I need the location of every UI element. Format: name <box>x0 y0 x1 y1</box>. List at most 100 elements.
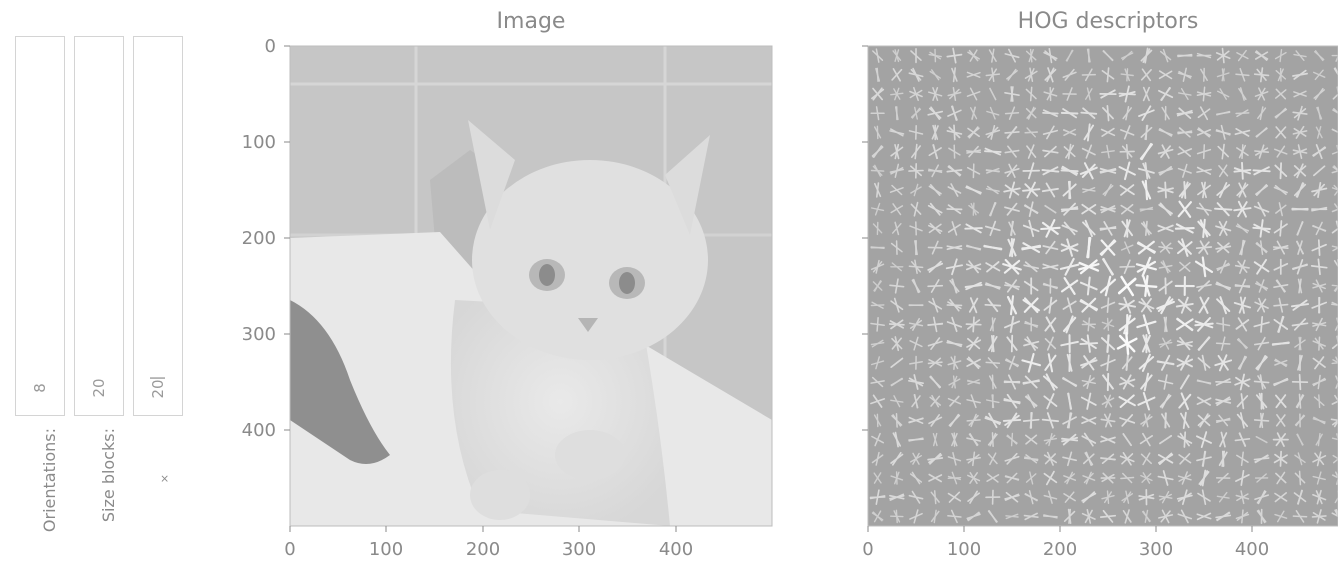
hog-glyph <box>1164 316 1168 333</box>
hog-glyph <box>989 202 996 217</box>
hog-glyph <box>1144 274 1149 298</box>
hog-glyph <box>986 110 1000 116</box>
hog-glyph <box>1215 129 1231 136</box>
hog-glyph <box>1159 166 1172 176</box>
hog-glyph <box>1143 372 1150 392</box>
hog-glyph <box>1197 336 1211 351</box>
hog-glyph <box>1042 263 1059 271</box>
hog-glyph <box>1086 236 1091 259</box>
hog-glyph <box>1332 109 1338 114</box>
hog-glyph <box>1106 67 1110 83</box>
hog-glyph <box>1004 53 1020 59</box>
hog-glyph <box>1157 379 1174 385</box>
hog-glyph <box>1334 394 1338 402</box>
hog-glyph <box>964 227 983 230</box>
hog-glyph <box>1029 67 1034 83</box>
hog-glyph <box>985 361 1001 364</box>
hog-glyph <box>946 245 963 250</box>
hog-glyph <box>1334 189 1338 196</box>
hog-glyph <box>1142 414 1151 427</box>
hog-glyph <box>1178 70 1192 79</box>
hog-glyph <box>1060 279 1079 293</box>
hog-glyph <box>1082 221 1096 236</box>
hog-glyph <box>1177 513 1193 520</box>
hog-glyph <box>931 240 939 255</box>
hog-glyph <box>1312 146 1326 157</box>
hog-glyph <box>966 245 982 250</box>
hog-glyph <box>1100 239 1116 256</box>
hog-glyph <box>1254 51 1269 60</box>
hog-glyph <box>1293 492 1307 503</box>
image-y-tick-0: 0 <box>265 36 276 57</box>
hog-glyph <box>1081 147 1096 156</box>
hog-glyph <box>1081 416 1097 425</box>
hog-glyph <box>894 278 899 294</box>
hog-glyph <box>1045 373 1056 391</box>
hog-glyph <box>1216 281 1231 291</box>
hog-glyph <box>1160 87 1171 101</box>
hog-glyph <box>1158 280 1173 292</box>
hog-glyph <box>1137 167 1155 174</box>
size-blocks-y-input[interactable]: 20 <box>133 36 183 416</box>
hog-glyph <box>1332 166 1338 172</box>
hog-glyph <box>1025 434 1038 445</box>
hog-glyph <box>1197 317 1211 332</box>
hog-glyph <box>912 317 920 331</box>
hog-glyph <box>908 437 924 442</box>
image-title: Image <box>497 9 566 34</box>
hog-glyph <box>1331 512 1338 518</box>
hog-glyph <box>1276 240 1286 255</box>
hog-glyph <box>986 185 999 195</box>
hog-glyph <box>1255 127 1268 138</box>
hog-glyph <box>1099 278 1117 294</box>
hog-glyph <box>967 492 980 503</box>
hog-glyph <box>1082 186 1096 194</box>
hog-glyph <box>1218 165 1229 177</box>
hog-glyph <box>1255 242 1268 253</box>
hog-glyph <box>930 413 940 427</box>
hog-glyph <box>1041 418 1060 423</box>
hog-glyph <box>1253 166 1270 176</box>
hog-glyph <box>1331 208 1338 213</box>
hog-glyph <box>1256 68 1267 81</box>
hog-glyph <box>1314 87 1324 101</box>
hog-glyph <box>1106 105 1110 122</box>
size-blocks-label: Size blocks: <box>99 428 118 523</box>
orientations-input[interactable]: 8 <box>15 36 65 416</box>
hog-glyph <box>1254 301 1269 309</box>
hog-glyph <box>1292 299 1308 311</box>
hog-glyph <box>1004 149 1020 154</box>
hog-glyph <box>1334 496 1338 504</box>
hog-glyph <box>1313 183 1326 197</box>
hog-glyph <box>1176 341 1193 347</box>
hog-glyph <box>1240 393 1245 410</box>
hog-glyph <box>875 451 880 466</box>
hog-glyph <box>1296 240 1304 255</box>
hog-title: HOG descriptors <box>1018 9 1199 34</box>
hog-glyph <box>1293 91 1307 97</box>
hog-glyph <box>1235 225 1250 232</box>
hog-glyph <box>1121 414 1134 427</box>
hog-glyph <box>1177 492 1192 502</box>
hog-glyph <box>1102 258 1114 276</box>
hog-glyph <box>892 203 902 216</box>
hog-glyph <box>1010 220 1014 236</box>
hog-glyph <box>1235 112 1250 115</box>
hog-glyph <box>1218 354 1228 372</box>
hog-glyph <box>968 126 979 139</box>
hog-glyph <box>1335 375 1338 383</box>
hog-glyph <box>1106 144 1110 159</box>
hog-glyph <box>989 317 996 332</box>
hog-glyph <box>1331 474 1338 479</box>
hog-glyph <box>890 319 904 330</box>
hog-glyph <box>1027 144 1035 159</box>
hog-glyph <box>1200 431 1208 449</box>
hog-glyph <box>1086 508 1092 524</box>
hog-glyph <box>1201 469 1207 487</box>
times-label: × <box>158 474 171 484</box>
hog-glyph <box>1158 203 1173 215</box>
hog-glyph <box>1259 106 1264 121</box>
hog-glyph <box>1332 359 1338 364</box>
size-blocks-input[interactable]: 20 <box>74 36 124 416</box>
hog-glyph <box>1313 396 1325 406</box>
